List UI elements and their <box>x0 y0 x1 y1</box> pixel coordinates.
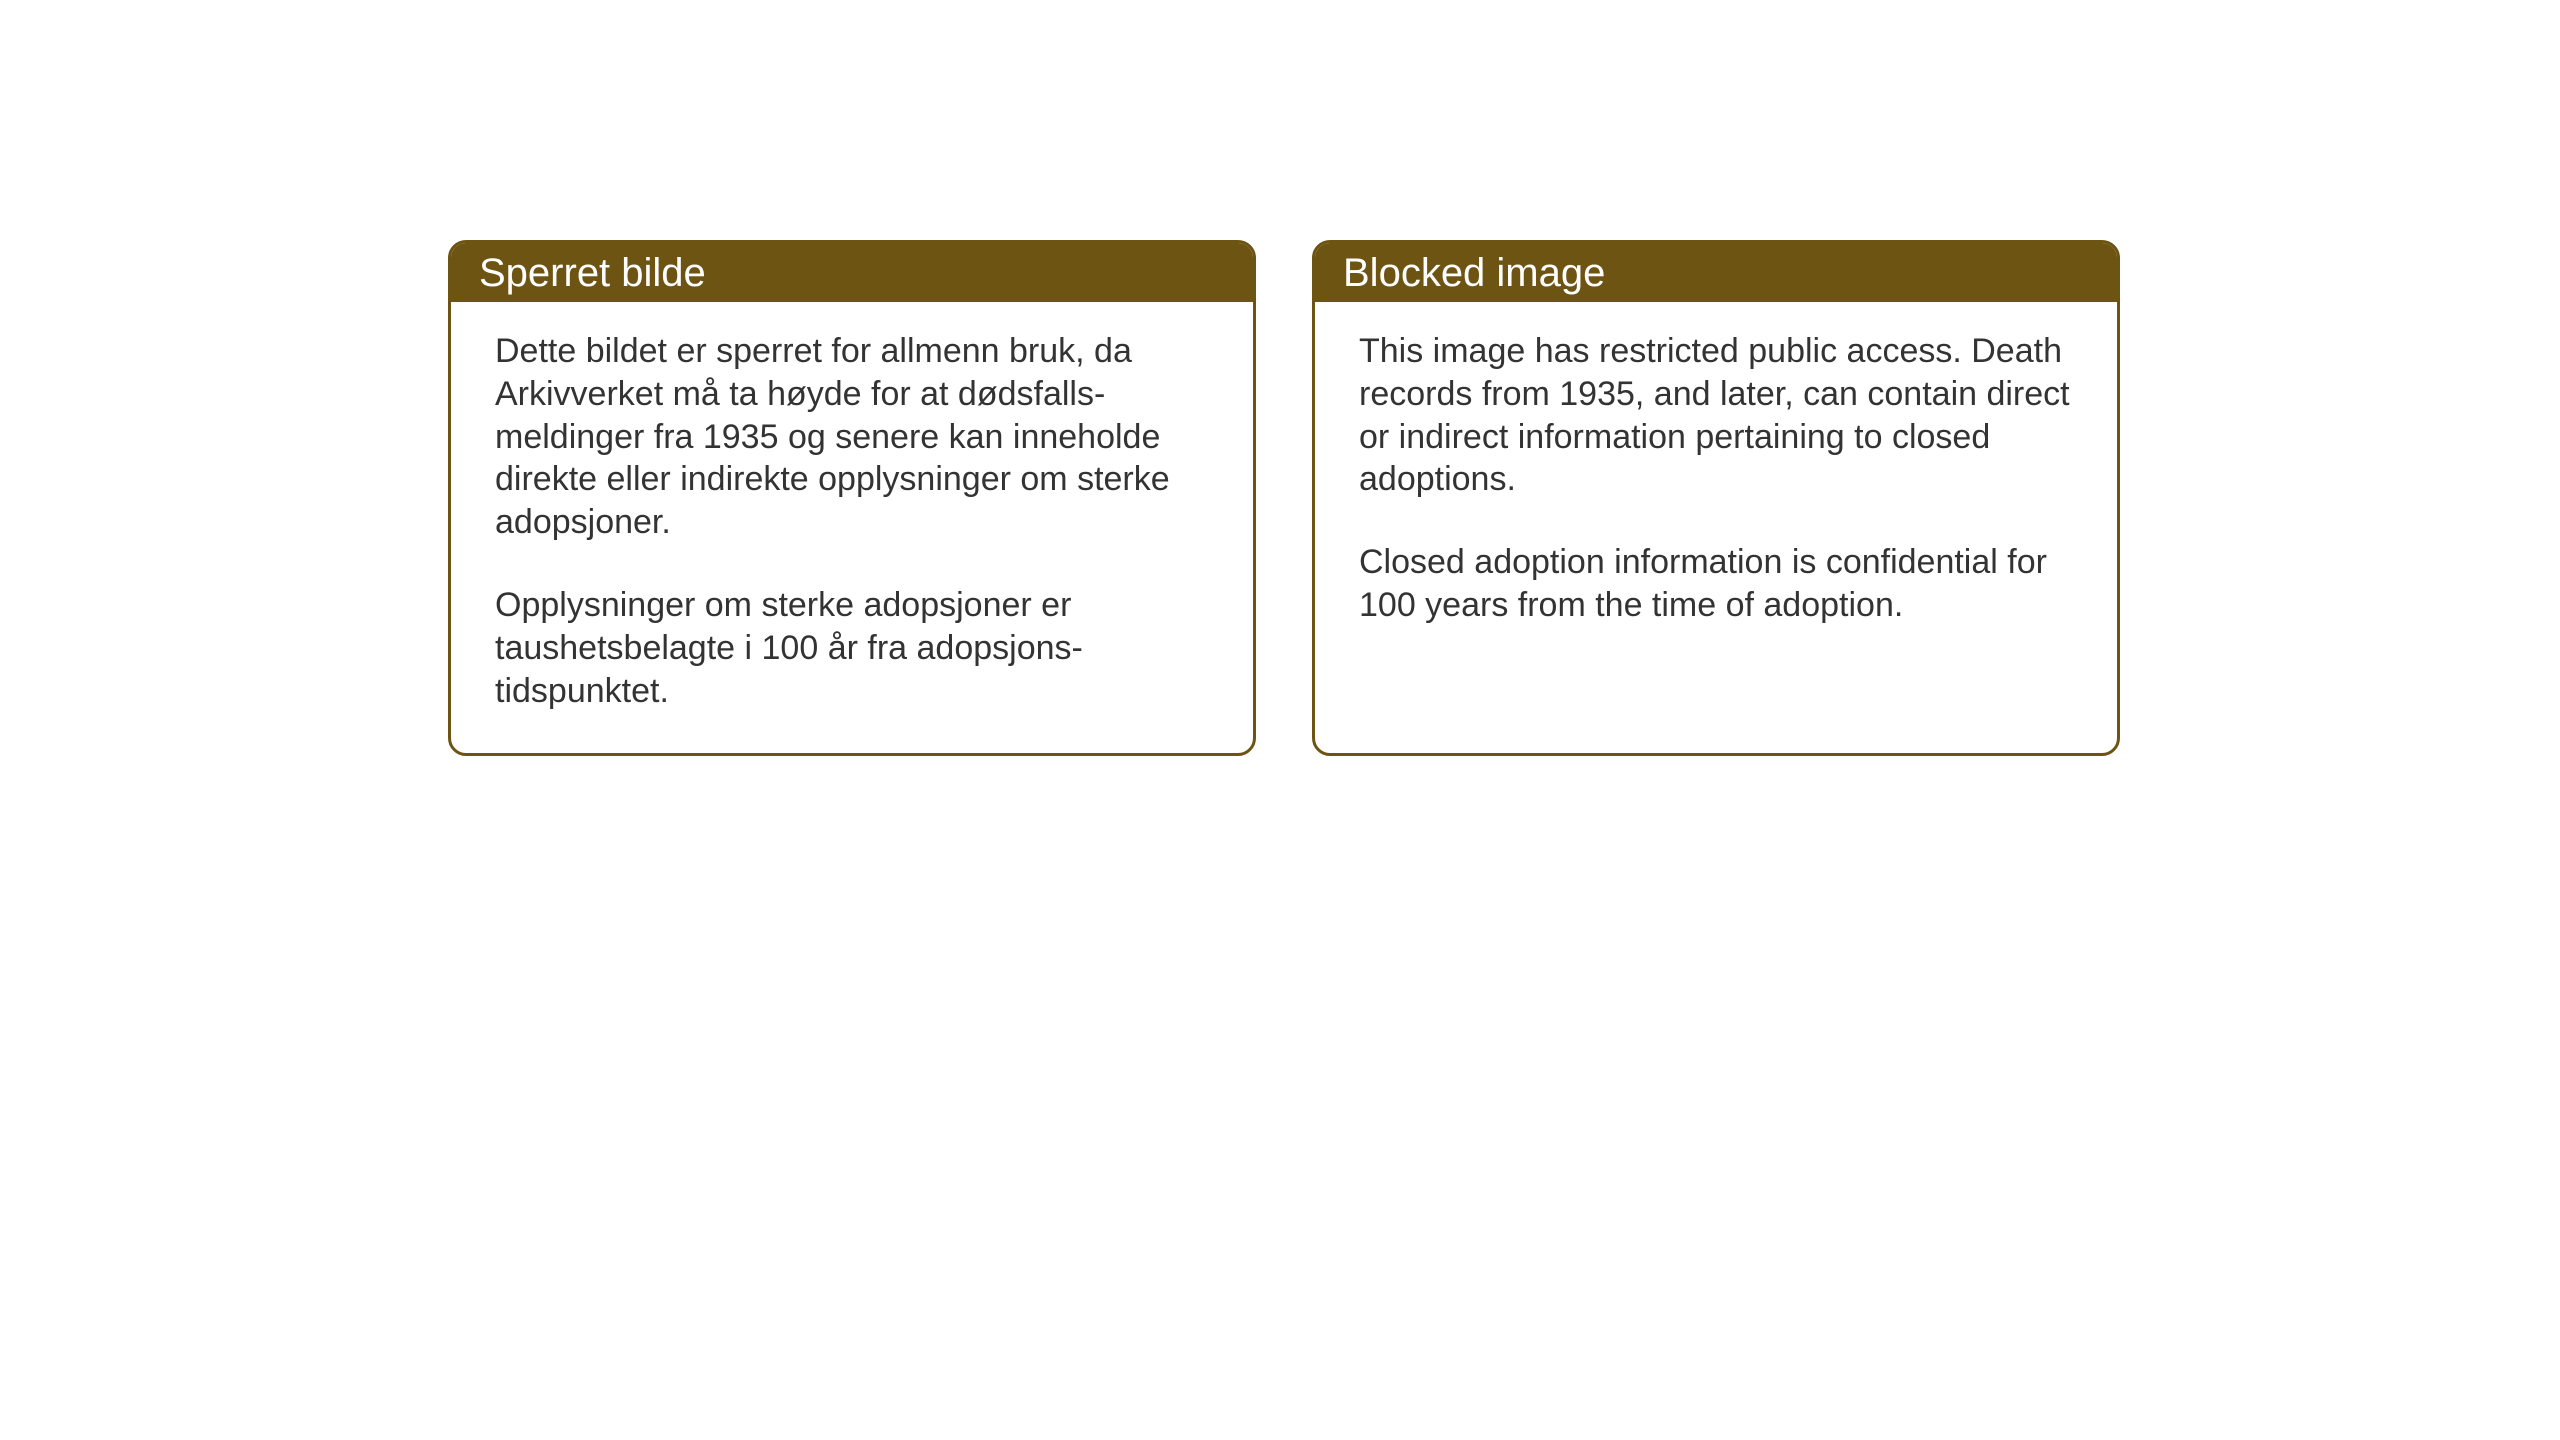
notice-body-english: This image has restricted public access.… <box>1315 302 2117 732</box>
notice-box-english: Blocked image This image has restricted … <box>1312 240 2120 756</box>
notice-paragraph: Closed adoption information is confident… <box>1359 541 2073 627</box>
notice-header-english: Blocked image <box>1315 243 2117 302</box>
notice-paragraph: Opplysninger om sterke adopsjoner er tau… <box>495 584 1209 712</box>
notice-header-norwegian: Sperret bilde <box>451 243 1253 302</box>
notice-paragraph: Dette bildet er sperret for allmenn bruk… <box>495 330 1209 544</box>
notice-body-norwegian: Dette bildet er sperret for allmenn bruk… <box>451 302 1253 753</box>
notice-box-norwegian: Sperret bilde Dette bildet er sperret fo… <box>448 240 1256 756</box>
notice-paragraph: This image has restricted public access.… <box>1359 330 2073 501</box>
notice-container: Sperret bilde Dette bildet er sperret fo… <box>448 240 2120 756</box>
